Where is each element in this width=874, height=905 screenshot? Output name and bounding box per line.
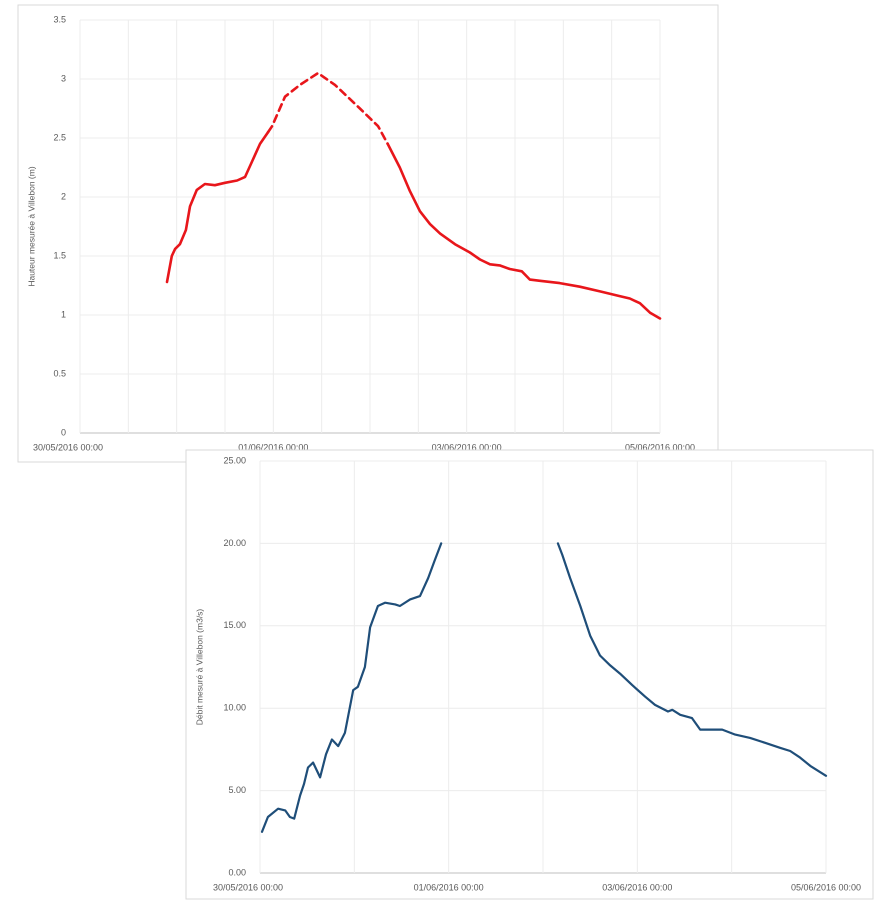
x-tick-label: 01/06/2016 00:00 [414, 882, 484, 892]
data-line [260, 542, 828, 833]
y-tick-label: 0.5 [53, 368, 66, 378]
y-axis-label: Hauteur mesurée à Villebon (m) [26, 166, 36, 286]
data-line [266, 71, 389, 146]
y-tick-label: 3.5 [53, 14, 66, 24]
y-tick-label: 5.00 [228, 785, 246, 795]
x-tick-label: 30/05/2016 00:00 [213, 882, 283, 892]
y-tick-label: 0.00 [228, 867, 246, 877]
chart-panel: 0.00 5.00 10.00 15.00 20.00 25.00 30/05/2016 0… [185, 449, 874, 900]
x-tick-label: 03/06/2016 00:00 [432, 442, 502, 452]
y-tick-label: 3 [61, 73, 66, 83]
y-axis-label: Débit mesuré à Villebon (m3/s) [194, 609, 204, 726]
y-tick-label: 2.5 [53, 132, 66, 142]
y-tick-label: 15.00 [223, 620, 246, 630]
chart-frame [185, 449, 874, 900]
y-tick-label: 2 [61, 191, 66, 201]
x-tick-label: 30/05/2016 00:00 [33, 442, 103, 452]
y-tick-label: 0 [61, 427, 66, 437]
y-tick-label: 1 [61, 309, 66, 319]
y-tick-label: 25.00 [223, 455, 246, 465]
chart-panel: 0 0.5 1 1.5 2 2.5 3 3.5 30/05/2016 00:00 01/06/20… [17, 4, 719, 463]
y-tick-label: 20.00 [223, 538, 246, 548]
x-tick-label: 01/06/2016 00:00 [238, 442, 308, 452]
x-tick-label: 05/06/2016 00:00 [791, 882, 861, 892]
x-tick-label: 03/06/2016 00:00 [602, 882, 672, 892]
x-tick-label: 05/06/2016 00:00 [625, 442, 695, 452]
y-tick-label: 1.5 [53, 250, 66, 260]
data-line [165, 130, 662, 320]
y-tick-label: 10.00 [223, 703, 246, 713]
chart-frame [17, 4, 719, 463]
